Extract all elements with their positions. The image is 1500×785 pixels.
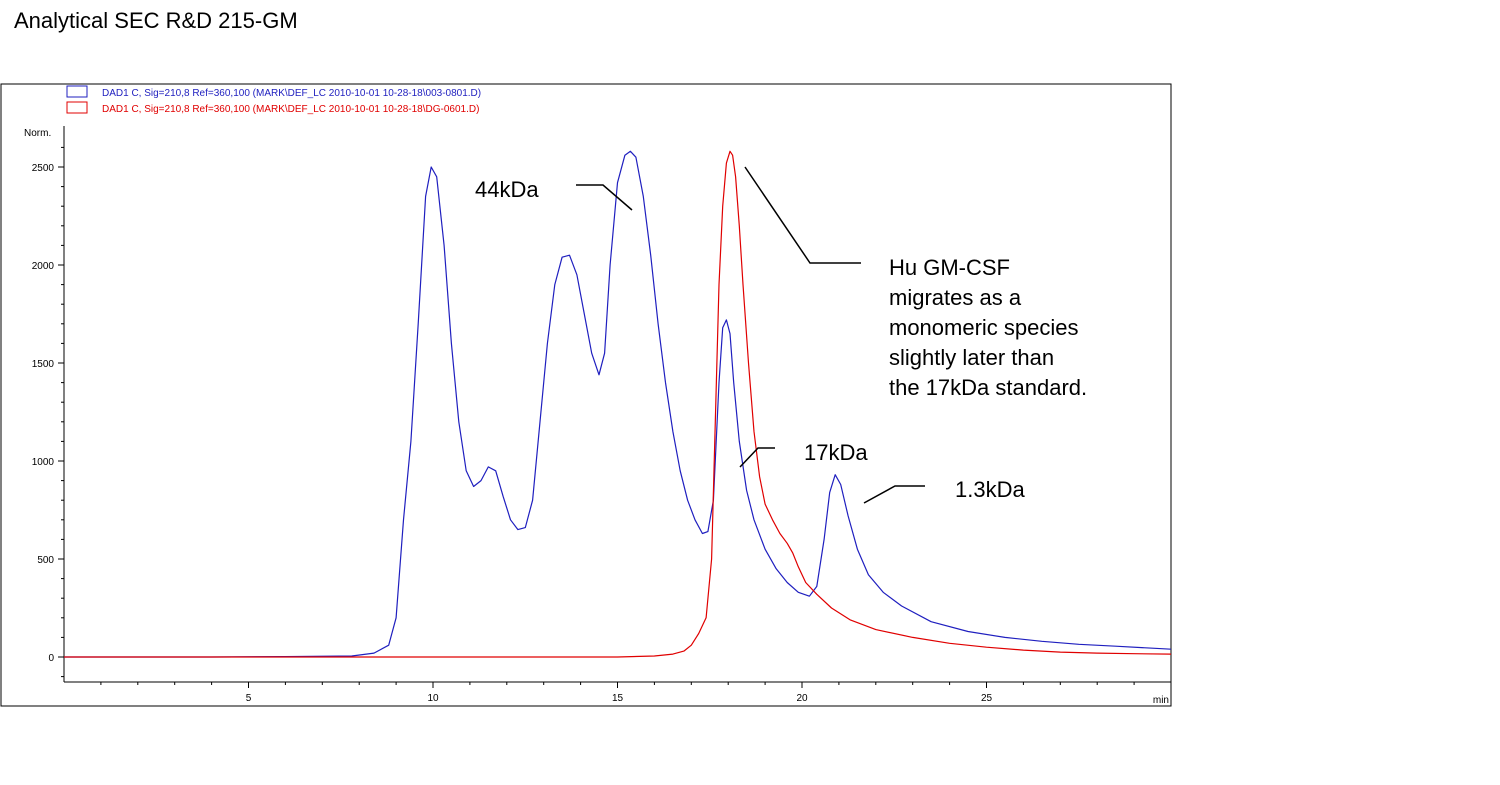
legend: DAD1 C, Sig=210,8 Ref=360,100 (MARK\DEF_… — [66, 85, 481, 115]
legend-swatch — [66, 101, 88, 114]
x-tick-label: 15 — [612, 693, 624, 704]
legend-label: DAD1 C, Sig=210,8 Ref=360,100 (MARK\DEF_… — [102, 104, 479, 115]
annotation-1-3kda: 1.3kDa — [955, 477, 1025, 502]
annotation-gm-csf-line: slightly later than — [889, 345, 1054, 370]
y-unit-label: Norm. — [24, 128, 51, 139]
plot-area — [64, 150, 1172, 658]
x-tick-label: 20 — [796, 693, 808, 704]
y-tick-label: 2000 — [32, 261, 55, 272]
x-tick-label: 25 — [981, 693, 993, 704]
leader-line-gm-csf — [744, 166, 861, 264]
legend-label: DAD1 C, Sig=210,8 Ref=360,100 (MARK\DEF_… — [102, 88, 481, 99]
series-line-2 — [64, 150, 1172, 658]
legend-swatch — [66, 85, 88, 98]
annotation-gm-csf-line: migrates as a — [889, 285, 1022, 310]
series-line-1 — [64, 150, 1172, 658]
annotation-gm-csf-line: Hu GM-CSF — [889, 255, 1010, 280]
y-tick-label: 500 — [37, 555, 54, 566]
chart-frame — [0, 83, 1172, 707]
annotation-44kda: 44kDa — [475, 177, 539, 202]
annotation-gm-csf-line: the 17kDa standard. — [889, 375, 1087, 400]
axes: 0 500 1000 1500 2000 2500 Norm. 5 10 15 20 25 min — [24, 126, 1171, 706]
y-tick-label: 1000 — [32, 457, 55, 468]
x-tick-label: 10 — [427, 693, 439, 704]
leader-line-17kda — [739, 447, 775, 468]
slide-title: Analytical SEC R&D 215-GM — [14, 8, 298, 33]
leader-line-1-3kda — [863, 485, 925, 504]
annotation-gm-csf-line: monomeric species — [889, 315, 1079, 340]
annotations: 44kDa Hu GM-CSF migrates as a monomeric spe… — [475, 166, 1087, 504]
leader-line-44kda — [576, 184, 633, 211]
y-tick-label: 1500 — [32, 359, 55, 370]
x-tick-label: 5 — [246, 693, 252, 704]
y-tick-label: 0 — [48, 653, 54, 664]
annotation-17kda: 17kDa — [804, 440, 868, 465]
x-unit-label: min — [1153, 695, 1169, 706]
y-tick-label: 2500 — [32, 163, 55, 174]
